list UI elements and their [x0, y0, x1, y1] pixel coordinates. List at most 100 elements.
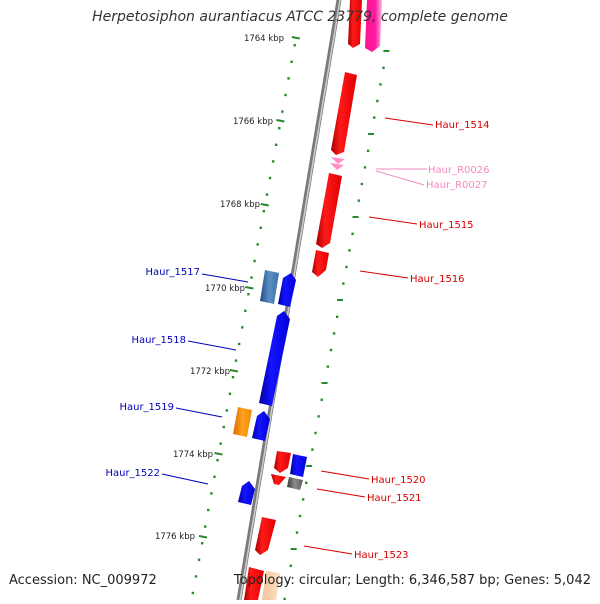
- strand-dot: [326, 365, 330, 368]
- scale-major-tick: [291, 36, 300, 40]
- scale-dot: [271, 160, 275, 163]
- gene-haur-r0026: [331, 157, 345, 164]
- scale-dot: [287, 77, 290, 80]
- scale-dot: [234, 359, 238, 362]
- gene-haur-1520: [274, 451, 291, 473]
- scale-dot: [200, 542, 204, 545]
- scale-labels: 1764 kbp 1766 kbp 1768 kbp 1770 kbp 1772…: [155, 34, 284, 542]
- scale-dot: [259, 226, 262, 229]
- scale-dot: [207, 508, 210, 512]
- strand-dot: [345, 265, 348, 269]
- gene-label-haur-1522[interactable]: Haur_1522: [105, 468, 160, 479]
- gene-bottom-red: [244, 567, 264, 600]
- scale-major-tick: [214, 452, 223, 456]
- gene-haur-1520b: [271, 474, 286, 485]
- gene-top-pink: [365, 0, 382, 52]
- gene-label-haur-r0027[interactable]: Haur_R0027: [426, 180, 488, 191]
- strand-dot: [342, 282, 345, 285]
- scale-major-tick: [245, 286, 254, 290]
- strand-dot: [286, 581, 289, 584]
- strand-dot: [348, 249, 351, 252]
- strand-dot: [366, 149, 370, 152]
- scale-dot: [237, 342, 241, 346]
- gene-haur-1516: [312, 250, 329, 277]
- gene-label-haur-1519[interactable]: Haur_1519: [119, 402, 174, 413]
- gene-label-haur-1518[interactable]: Haur_1518: [131, 335, 186, 346]
- gene-top-red: [348, 0, 362, 48]
- strand-dot: [360, 182, 364, 186]
- strand-dot: [289, 564, 292, 567]
- scale-dot: [197, 558, 201, 561]
- strand-dots: [283, 50, 390, 601]
- strand-dot: [379, 83, 382, 86]
- scale-dot: [228, 392, 232, 395]
- gene-label-haur-1517[interactable]: Haur_1517: [145, 267, 200, 278]
- reverse-genes: [233, 270, 307, 505]
- scale-label-1766: 1766 kbp: [233, 117, 273, 127]
- strand-dot: [382, 66, 385, 69]
- strand-dot: [329, 348, 333, 352]
- gene-label-haur-1516[interactable]: Haur_1516: [410, 274, 465, 285]
- scale-dot: [250, 276, 253, 279]
- gene-haur-1519b: [252, 411, 270, 441]
- accession-text: Accession: NC_009972: [9, 573, 157, 588]
- gene-haur-1523: [255, 517, 276, 555]
- gene-label-haur-r0026[interactable]: Haur_R0026: [428, 165, 490, 176]
- strand-dot: [301, 498, 305, 501]
- scale-dot: [281, 110, 284, 113]
- scale-dot: [265, 193, 269, 196]
- scale-ticks: [191, 36, 300, 595]
- strand-dot: [332, 332, 336, 335]
- scale-dot: [274, 143, 278, 146]
- rna-genes: [262, 0, 382, 600]
- scale-dot: [290, 60, 293, 63]
- scale-dot: [293, 44, 296, 47]
- scale-dot: [191, 591, 195, 595]
- scale-label-1774: 1774 kbp: [173, 450, 213, 460]
- gene-haur-1515: [316, 173, 342, 248]
- strand-dot: [351, 232, 354, 235]
- strand-dot: [290, 548, 297, 550]
- strand-dot: [311, 448, 314, 451]
- gene-label-haur-1520[interactable]: Haur_1520: [371, 475, 426, 486]
- scale-dot: [241, 326, 244, 329]
- scale-dot: [256, 243, 259, 246]
- map-title: Herpetosiphon aurantiacus ATCC 23779, co…: [92, 9, 508, 25]
- gene-labels-left: Haur_1517 Haur_1518 Haur_1519 Haur_1522: [105, 267, 200, 479]
- scale-dot: [244, 309, 247, 312]
- scale-label-1776: 1776 kbp: [155, 532, 195, 542]
- gene-bottom-peach: [262, 571, 280, 600]
- scale-dot: [262, 210, 266, 213]
- gene-label-haur-1515[interactable]: Haur_1515: [419, 220, 474, 231]
- strand-dot: [376, 99, 379, 103]
- strand-dot: [352, 216, 359, 218]
- strand-dot: [298, 514, 302, 518]
- scale-major-tick: [276, 119, 285, 123]
- scale-dot: [222, 425, 225, 429]
- scale-dot: [204, 525, 207, 528]
- scale-dot: [219, 442, 222, 445]
- scale-dot: [210, 492, 213, 495]
- genome-summary: Topology: circular; Length: 6,346,587 bp…: [233, 573, 591, 588]
- strand-dot: [383, 50, 390, 52]
- scale-label-1768: 1768 kbp: [220, 200, 260, 210]
- strand-dot: [305, 481, 308, 484]
- forward-genes: [244, 0, 362, 600]
- strand-dot: [283, 597, 286, 601]
- strand-dot: [317, 415, 320, 418]
- gene-haur-r0027: [330, 163, 344, 170]
- scale-dot: [278, 127, 281, 130]
- scale-label-1770: 1770 kbp: [205, 284, 245, 294]
- scale-dot: [216, 459, 219, 462]
- gene-haur-1517b: [278, 273, 296, 307]
- strand-dot: [367, 133, 374, 135]
- gene-haur-1517a: [260, 270, 279, 304]
- strand-dot: [373, 116, 376, 119]
- gene-label-haur-1521[interactable]: Haur_1521: [367, 493, 422, 504]
- gene-label-haur-1514[interactable]: Haur_1514: [435, 120, 490, 131]
- scale-label-1772: 1772 kbp: [190, 367, 230, 377]
- gene-label-haur-1523[interactable]: Haur_1523: [354, 550, 409, 561]
- scale-dot: [231, 376, 235, 379]
